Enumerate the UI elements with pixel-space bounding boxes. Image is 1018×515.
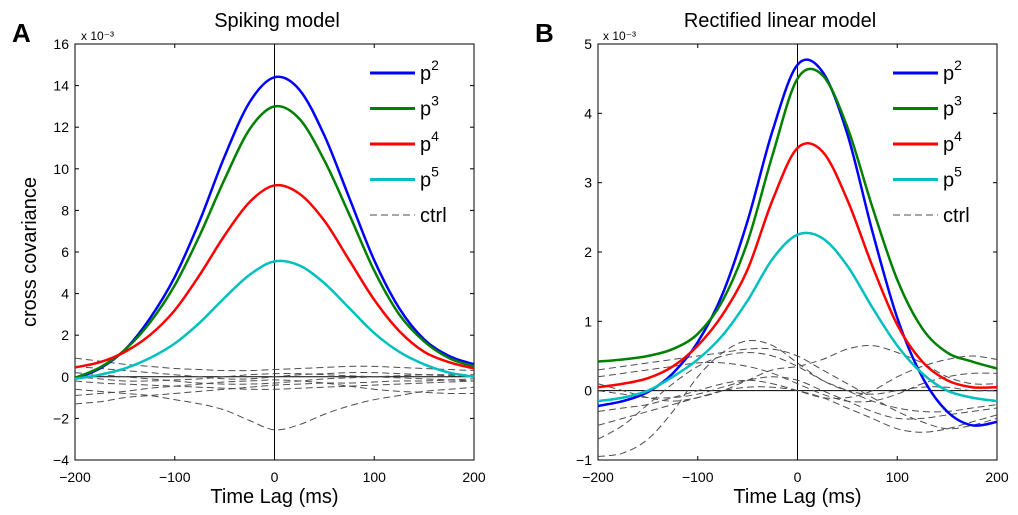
- series-line-p4: [598, 142, 997, 389]
- x-tick-label: −100: [682, 469, 714, 485]
- x-tick-label: −200: [582, 469, 614, 485]
- y-tick-label: 2: [61, 327, 69, 343]
- x-tick-label: 100: [886, 469, 910, 485]
- legend-label: p5: [420, 164, 439, 192]
- series-line-p5: [598, 231, 997, 403]
- x-axis-label: Time Lag (ms): [210, 486, 338, 508]
- plot-area: [75, 75, 474, 431]
- legend-label: p3: [943, 93, 962, 121]
- legend-label: p2: [943, 57, 962, 85]
- x-axis-label: Time Lag (ms): [733, 486, 861, 508]
- y-tick-label: 10: [53, 161, 69, 177]
- legend-label: ctrl: [943, 205, 970, 227]
- panel-letter: B: [535, 18, 554, 48]
- y-tick-label: 0: [584, 383, 592, 399]
- legend-label: p2: [420, 57, 439, 85]
- y-tick-label: 2: [584, 244, 592, 260]
- series-line-ctrl: [75, 379, 474, 397]
- y-tick-label: 16: [53, 36, 69, 52]
- panel-letter: A: [12, 18, 31, 48]
- series-line-p4: [75, 183, 474, 370]
- y-tick-label: −4: [53, 452, 69, 468]
- x-tick-label: 200: [462, 469, 486, 485]
- panel-a: A Spiking model x 10⁻³ −200 −100 0 100 200 −4 −2 0…: [12, 10, 486, 508]
- x-tick-label: 200: [985, 469, 1009, 485]
- series-line-ctrl: [598, 352, 997, 440]
- y-tick-label: 5: [584, 36, 592, 52]
- chart-title: Rectified linear model: [684, 10, 876, 32]
- series-line-p5: [75, 259, 474, 381]
- series-line-ctrl: [75, 378, 474, 405]
- y-tick-label: 0: [61, 369, 69, 385]
- series-line-p3: [598, 67, 997, 370]
- series-line-ctrl: [598, 344, 997, 402]
- series-line-ctrl: [75, 365, 474, 380]
- plot-area: [598, 58, 997, 458]
- y-tick-label: 14: [53, 78, 69, 94]
- legend: p2 p3 p4 p5 ctrl: [893, 57, 970, 227]
- y-tick-label: −1: [576, 452, 592, 468]
- series-line-ctrl: [598, 376, 997, 420]
- y-tick-label: 3: [584, 175, 592, 191]
- legend-label: p5: [943, 164, 962, 192]
- legend-label: ctrl: [420, 205, 447, 227]
- y-tick-label: 4: [584, 105, 592, 121]
- series-line-p2: [75, 75, 474, 381]
- y-tick-label: −2: [53, 410, 69, 426]
- legend-label: p4: [420, 128, 439, 156]
- series-line-ctrl: [75, 380, 474, 390]
- series-line-ctrl: [598, 362, 997, 403]
- series-line-ctrl: [75, 373, 474, 382]
- x-tick-label: 100: [363, 469, 387, 485]
- y-tick-label: 12: [53, 119, 69, 135]
- series-line-ctrl: [75, 372, 474, 385]
- legend: p2 p3 p4 p5 ctrl: [370, 57, 447, 227]
- y-multiplier: x 10⁻³: [603, 29, 636, 43]
- chart-title: Spiking model: [214, 10, 340, 32]
- series-line-ctrl: [75, 386, 474, 431]
- series-line-ctrl: [75, 357, 474, 372]
- y-tick-label: 6: [61, 244, 69, 260]
- x-tick-label: −100: [159, 469, 191, 485]
- legend-label: p4: [943, 128, 962, 156]
- series-line-ctrl: [598, 339, 997, 458]
- y-tick-label: 8: [61, 202, 69, 218]
- series-line-ctrl: [598, 347, 997, 430]
- x-tick-label: 0: [794, 469, 802, 485]
- y-axis-label: cross covariance: [19, 177, 41, 327]
- series-line-p2: [598, 58, 997, 427]
- y-tick-label: 4: [61, 286, 69, 302]
- y-multiplier: x 10⁻³: [81, 29, 114, 43]
- series-line-p3: [75, 104, 474, 379]
- x-tick-label: −200: [59, 469, 91, 485]
- series-line-ctrl: [598, 355, 997, 412]
- y-tick-label: 1: [584, 313, 592, 329]
- x-tick-label: 0: [271, 469, 279, 485]
- legend-label: p3: [420, 93, 439, 121]
